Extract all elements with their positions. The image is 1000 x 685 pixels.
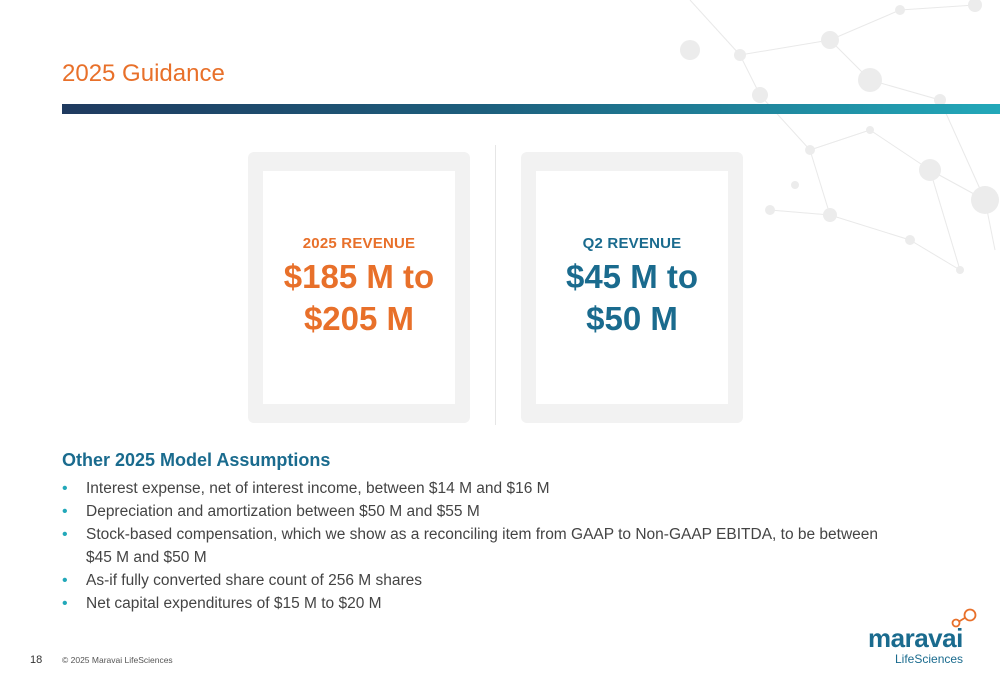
card-2025-revenue-inner: 2025 REVENUE $185 M to $205 M <box>263 171 455 404</box>
list-item-text: Net capital expenditures of $15 M to $20… <box>86 595 382 612</box>
copyright-text: © 2025 Maravai LifeSciences <box>62 655 173 665</box>
card-divider <box>495 145 496 425</box>
card-2025-revenue-value: $185 M to $205 M <box>283 258 435 337</box>
slide-title: 2025 Guidance <box>62 60 225 87</box>
card-q2-revenue-inner: Q2 REVENUE $45 M to $50 M <box>536 171 728 404</box>
logo-wordmark: maravai <box>868 623 963 653</box>
list-item: • Net capital expenditures of $15 M to $2… <box>62 592 882 615</box>
card-q2-revenue-value: $45 M to $50 M <box>565 258 699 337</box>
bullet-icon: • <box>62 595 68 612</box>
assumptions-list: • Interest expense, net of interest incom… <box>62 477 882 615</box>
bullet-icon: • <box>62 526 68 543</box>
bullet-icon: • <box>62 572 68 589</box>
list-item-text: As-if fully converted share count of 256… <box>86 572 422 589</box>
list-item-text: Stock-based compensation, which we show … <box>86 526 879 566</box>
molecule-logo-icon <box>951 608 977 628</box>
list-item: • Depreciation and amortization between $… <box>62 500 882 523</box>
assumptions-section: Other 2025 Model Assumptions • Interest e… <box>62 450 882 615</box>
assumptions-heading: Other 2025 Model Assumptions <box>62 450 331 470</box>
company-logo: maravai LifeSciences <box>868 608 978 668</box>
list-item: • Interest expense, net of interest incom… <box>62 477 882 500</box>
card-q2-revenue: Q2 REVENUE $45 M to $50 M <box>521 152 743 423</box>
bullet-icon: • <box>62 480 68 497</box>
title-gradient-bar <box>62 104 1000 114</box>
logo-subtitle: LifeSciences <box>895 652 964 666</box>
bullet-icon: • <box>62 503 68 520</box>
list-item-text: Interest expense, net of interest income… <box>86 480 550 497</box>
card-2025-revenue: 2025 REVENUE $185 M to $205 M <box>248 152 470 423</box>
list-item: • As-if fully converted share count of 25… <box>62 569 882 592</box>
list-item-text: Depreciation and amortization between $5… <box>86 503 480 520</box>
page-number: 18 <box>30 654 43 666</box>
list-item: • Stock-based compensation, which we show… <box>62 523 882 569</box>
card-q2-revenue-label: Q2 REVENUE <box>582 235 682 252</box>
card-2025-revenue-label: 2025 REVENUE <box>302 235 416 252</box>
